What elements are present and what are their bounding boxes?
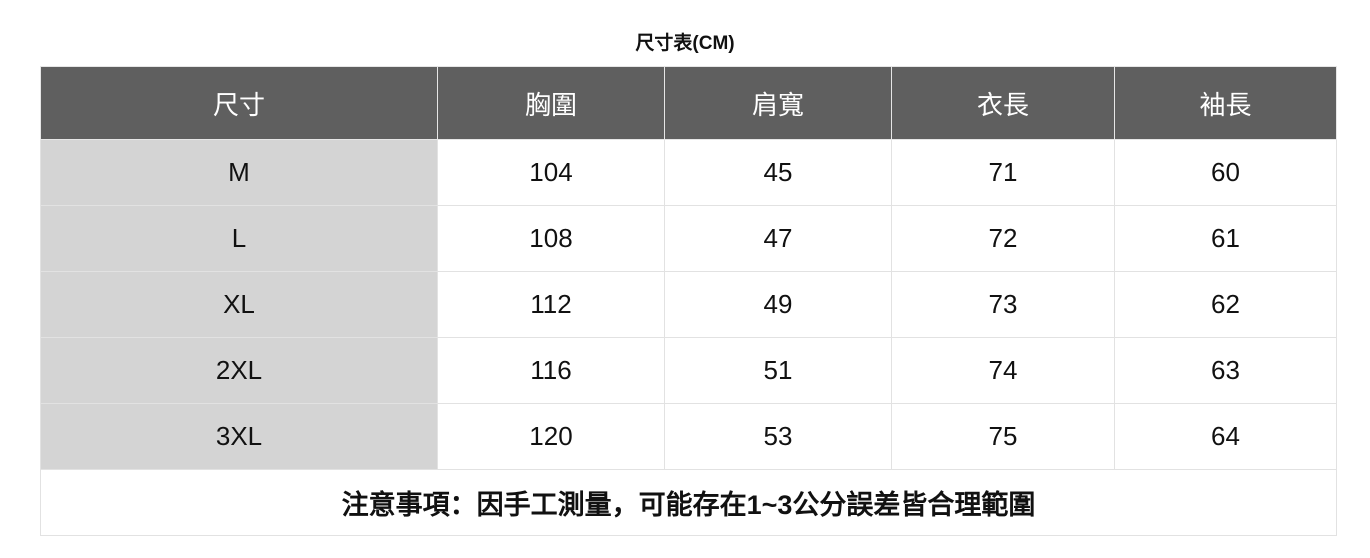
cell-length: 75 bbox=[891, 403, 1115, 470]
table-row: L 108 47 72 61 bbox=[40, 205, 1337, 272]
note-row: 注意事項：因手工測量，可能存在1~3公分誤差皆合理範圍 bbox=[40, 469, 1337, 536]
cell-shoulder: 49 bbox=[664, 271, 892, 338]
cell-length: 71 bbox=[891, 139, 1115, 206]
size-chart-table: 尺寸 胸圍 肩寬 衣長 袖長 M 104 45 71 60 L 108 47 72 61 XL 112… bbox=[40, 66, 1337, 536]
cell-length: 72 bbox=[891, 205, 1115, 272]
header-sleeve: 袖長 bbox=[1114, 66, 1337, 140]
cell-length: 74 bbox=[891, 337, 1115, 404]
table-title: 尺寸表(CM) bbox=[635, 33, 735, 54]
header-row: 尺寸 胸圍 肩寬 衣長 袖長 bbox=[40, 66, 1337, 140]
cell-shoulder: 51 bbox=[664, 337, 892, 404]
cell-shoulder: 45 bbox=[664, 139, 892, 206]
cell-shoulder: 53 bbox=[664, 403, 892, 470]
cell-size: M bbox=[40, 139, 438, 206]
cell-size: 2XL bbox=[40, 337, 438, 404]
table-row: 3XL 120 53 75 64 bbox=[40, 403, 1337, 470]
header-size: 尺寸 bbox=[40, 66, 438, 140]
cell-chest: 104 bbox=[437, 139, 665, 206]
measurement-note: 注意事項：因手工測量，可能存在1~3公分誤差皆合理範圍 bbox=[40, 469, 1337, 536]
cell-chest: 120 bbox=[437, 403, 665, 470]
cell-chest: 108 bbox=[437, 205, 665, 272]
cell-chest: 116 bbox=[437, 337, 665, 404]
cell-sleeve: 61 bbox=[1114, 205, 1337, 272]
header-shoulder: 肩寬 bbox=[664, 66, 892, 140]
cell-shoulder: 47 bbox=[664, 205, 892, 272]
table-row: 2XL 116 51 74 63 bbox=[40, 337, 1337, 404]
cell-sleeve: 62 bbox=[1114, 271, 1337, 338]
table-row: M 104 45 71 60 bbox=[40, 139, 1337, 206]
cell-sleeve: 63 bbox=[1114, 337, 1337, 404]
cell-chest: 112 bbox=[437, 271, 665, 338]
cell-sleeve: 64 bbox=[1114, 403, 1337, 470]
cell-length: 73 bbox=[891, 271, 1115, 338]
header-length: 衣長 bbox=[891, 66, 1115, 140]
table-row: XL 112 49 73 62 bbox=[40, 271, 1337, 338]
cell-size: L bbox=[40, 205, 438, 272]
cell-size: 3XL bbox=[40, 403, 438, 470]
cell-size: XL bbox=[40, 271, 438, 338]
cell-sleeve: 60 bbox=[1114, 139, 1337, 206]
header-chest: 胸圍 bbox=[437, 66, 665, 140]
